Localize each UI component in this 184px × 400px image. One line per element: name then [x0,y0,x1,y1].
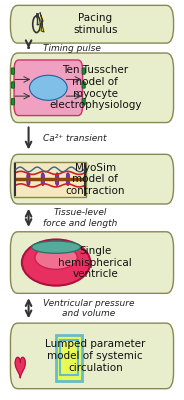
FancyBboxPatch shape [14,162,86,196]
Circle shape [66,178,70,186]
FancyBboxPatch shape [56,335,82,381]
Text: Tissue-level
force and length: Tissue-level force and length [43,208,117,228]
Polygon shape [40,13,44,32]
Text: Ventricular pressure
and volume: Ventricular pressure and volume [43,298,135,318]
Polygon shape [15,357,25,378]
Circle shape [27,173,30,180]
FancyBboxPatch shape [11,82,15,88]
Ellipse shape [22,240,90,286]
FancyBboxPatch shape [82,68,85,74]
Circle shape [41,178,44,186]
FancyBboxPatch shape [10,154,174,204]
Text: MyoSim
model of
contraction: MyoSim model of contraction [66,162,125,196]
Text: Single
hemispherical
ventricle: Single hemispherical ventricle [58,246,132,279]
Text: Lumped parameter
model of systemic
circulation: Lumped parameter model of systemic circu… [45,339,145,372]
Text: Timing pulse: Timing pulse [43,44,101,52]
Circle shape [56,178,59,186]
Text: Ca²⁺ transient: Ca²⁺ transient [43,134,107,143]
Ellipse shape [29,75,67,100]
FancyBboxPatch shape [10,323,174,389]
Ellipse shape [35,246,77,269]
Text: Ten Tusscher
model of
myocyte
electrophysiology: Ten Tusscher model of myocyte electrophy… [49,65,141,110]
FancyBboxPatch shape [11,68,15,74]
Ellipse shape [32,241,81,253]
FancyBboxPatch shape [10,5,174,43]
FancyBboxPatch shape [60,340,78,375]
FancyBboxPatch shape [10,232,174,293]
Circle shape [41,173,44,180]
FancyBboxPatch shape [11,98,15,105]
FancyBboxPatch shape [14,60,83,116]
Circle shape [56,173,59,180]
FancyBboxPatch shape [82,98,85,105]
Text: Pacing
stimulus: Pacing stimulus [73,14,118,35]
Circle shape [66,173,70,180]
Circle shape [27,178,30,186]
FancyBboxPatch shape [10,53,174,122]
FancyBboxPatch shape [82,82,85,88]
